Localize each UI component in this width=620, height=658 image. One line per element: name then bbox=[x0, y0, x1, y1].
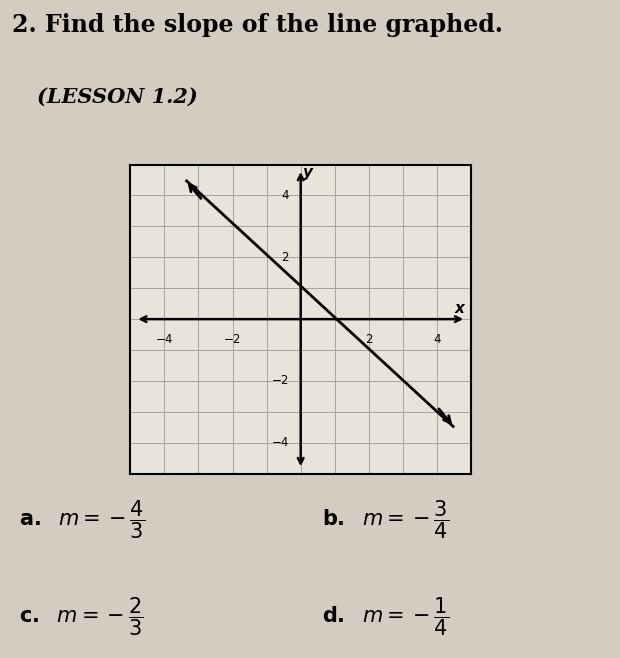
Text: x: x bbox=[454, 301, 464, 316]
Text: −2: −2 bbox=[272, 374, 289, 388]
Text: −4: −4 bbox=[272, 436, 289, 449]
Text: −4: −4 bbox=[156, 333, 173, 346]
Text: 2: 2 bbox=[281, 251, 289, 264]
Text: (LESSON 1.2): (LESSON 1.2) bbox=[37, 87, 198, 107]
Text: 4: 4 bbox=[433, 333, 441, 346]
Text: $\mathbf{b.}$  $m = -\dfrac{3}{4}$: $\mathbf{b.}$ $m = -\dfrac{3}{4}$ bbox=[322, 498, 450, 541]
Text: −2: −2 bbox=[224, 333, 241, 346]
Text: 4: 4 bbox=[281, 189, 289, 202]
Text: y: y bbox=[303, 164, 313, 180]
Text: 2. Find the slope of the line graphed.: 2. Find the slope of the line graphed. bbox=[12, 13, 503, 37]
Text: $\mathbf{c.}$  $m = -\dfrac{2}{3}$: $\mathbf{c.}$ $m = -\dfrac{2}{3}$ bbox=[19, 596, 143, 638]
Text: 2: 2 bbox=[365, 333, 373, 346]
Text: $\mathbf{a.}$  $m = -\dfrac{4}{3}$: $\mathbf{a.}$ $m = -\dfrac{4}{3}$ bbox=[19, 498, 145, 541]
Text: $\mathbf{d.}$  $m = -\dfrac{1}{4}$: $\mathbf{d.}$ $m = -\dfrac{1}{4}$ bbox=[322, 596, 450, 638]
